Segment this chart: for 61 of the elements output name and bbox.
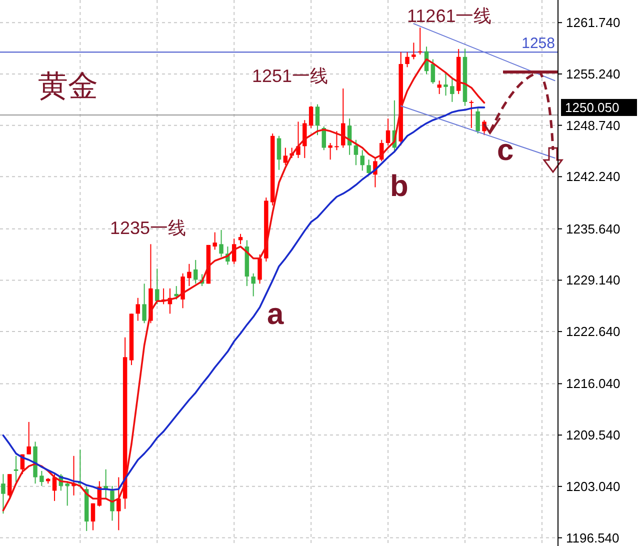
candlestick	[155, 268, 160, 305]
candlestick	[296, 121, 300, 159]
candlestick	[283, 147, 288, 166]
candlestick	[302, 120, 307, 159]
candlestick	[476, 108, 480, 134]
candlestick	[65, 480, 70, 506]
annotation: b	[390, 170, 408, 203]
candlestick	[366, 159, 371, 176]
annotation: 黄金	[38, 70, 98, 103]
candlestick	[469, 100, 474, 129]
y-tick-label: 1248.740	[566, 118, 620, 133]
candlestick	[430, 58, 436, 84]
candlestick	[187, 263, 192, 287]
candlestick	[360, 150, 364, 172]
y-tick-label: 1242.240	[566, 169, 620, 184]
candlestick	[334, 130, 339, 151]
y-tick-label: 1255.240	[566, 66, 620, 82]
y-tick-label: 1196.540	[566, 530, 620, 546]
ref-line-label: 1258	[522, 35, 555, 52]
annotation: a	[267, 298, 284, 331]
annotation: c	[497, 134, 514, 167]
y-tick-label: 1203.040	[566, 478, 620, 494]
candlestick	[40, 470, 44, 486]
candlestick	[8, 474, 12, 498]
candlestick	[26, 421, 31, 455]
candlestick	[251, 272, 256, 297]
annotation: 11261一线	[407, 6, 492, 26]
y-tick-label: 1235.640	[566, 221, 620, 236]
candlestick	[437, 80, 442, 95]
candlestick	[450, 78, 454, 102]
y-tick-label: 1209.540	[566, 428, 620, 443]
candlestick	[412, 42, 416, 60]
y-tick-label: 1261.740	[566, 15, 620, 30]
candlestick	[444, 71, 448, 96]
y-tick-label: 1229.140	[566, 272, 620, 288]
candlestick	[194, 259, 198, 284]
y-tick-label: 1216.040	[566, 376, 620, 392]
candlestick	[116, 476, 121, 531]
ref-line-label: 1250.050	[565, 100, 620, 115]
candlestick	[1, 474, 6, 514]
annotation: 1235一线	[110, 218, 186, 238]
candlestick	[386, 118, 390, 146]
candlestick	[308, 105, 314, 129]
candlestick	[405, 52, 410, 68]
candlestick	[110, 485, 114, 522]
candlestick	[328, 142, 332, 160]
candlestick	[180, 272, 185, 309]
candlestick	[90, 502, 96, 531]
candlestick	[142, 283, 146, 324]
candlestick	[219, 229, 224, 258]
y-tick-label: 1222.640	[566, 324, 620, 340]
candlestick	[136, 297, 140, 322]
candlestick	[341, 88, 346, 148]
candlestick	[418, 27, 422, 56]
candlestick	[276, 135, 282, 170]
candlestick	[212, 232, 217, 250]
candlestick	[315, 104, 320, 136]
candlestick	[258, 254, 262, 284]
annotation: 1251一线	[252, 66, 328, 86]
candlestick	[174, 286, 178, 300]
candlestick	[354, 139, 358, 166]
